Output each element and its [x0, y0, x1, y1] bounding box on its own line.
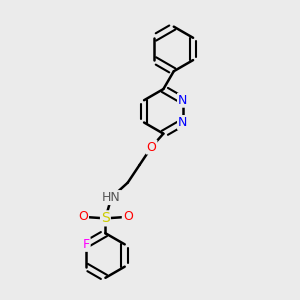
Text: O: O [123, 210, 133, 224]
Text: N: N [178, 116, 188, 129]
Text: N: N [178, 94, 188, 107]
Text: O: O [146, 140, 156, 154]
Text: S: S [101, 212, 110, 225]
Text: HN: HN [102, 191, 121, 204]
Text: O: O [78, 210, 88, 224]
Text: F: F [82, 238, 90, 251]
